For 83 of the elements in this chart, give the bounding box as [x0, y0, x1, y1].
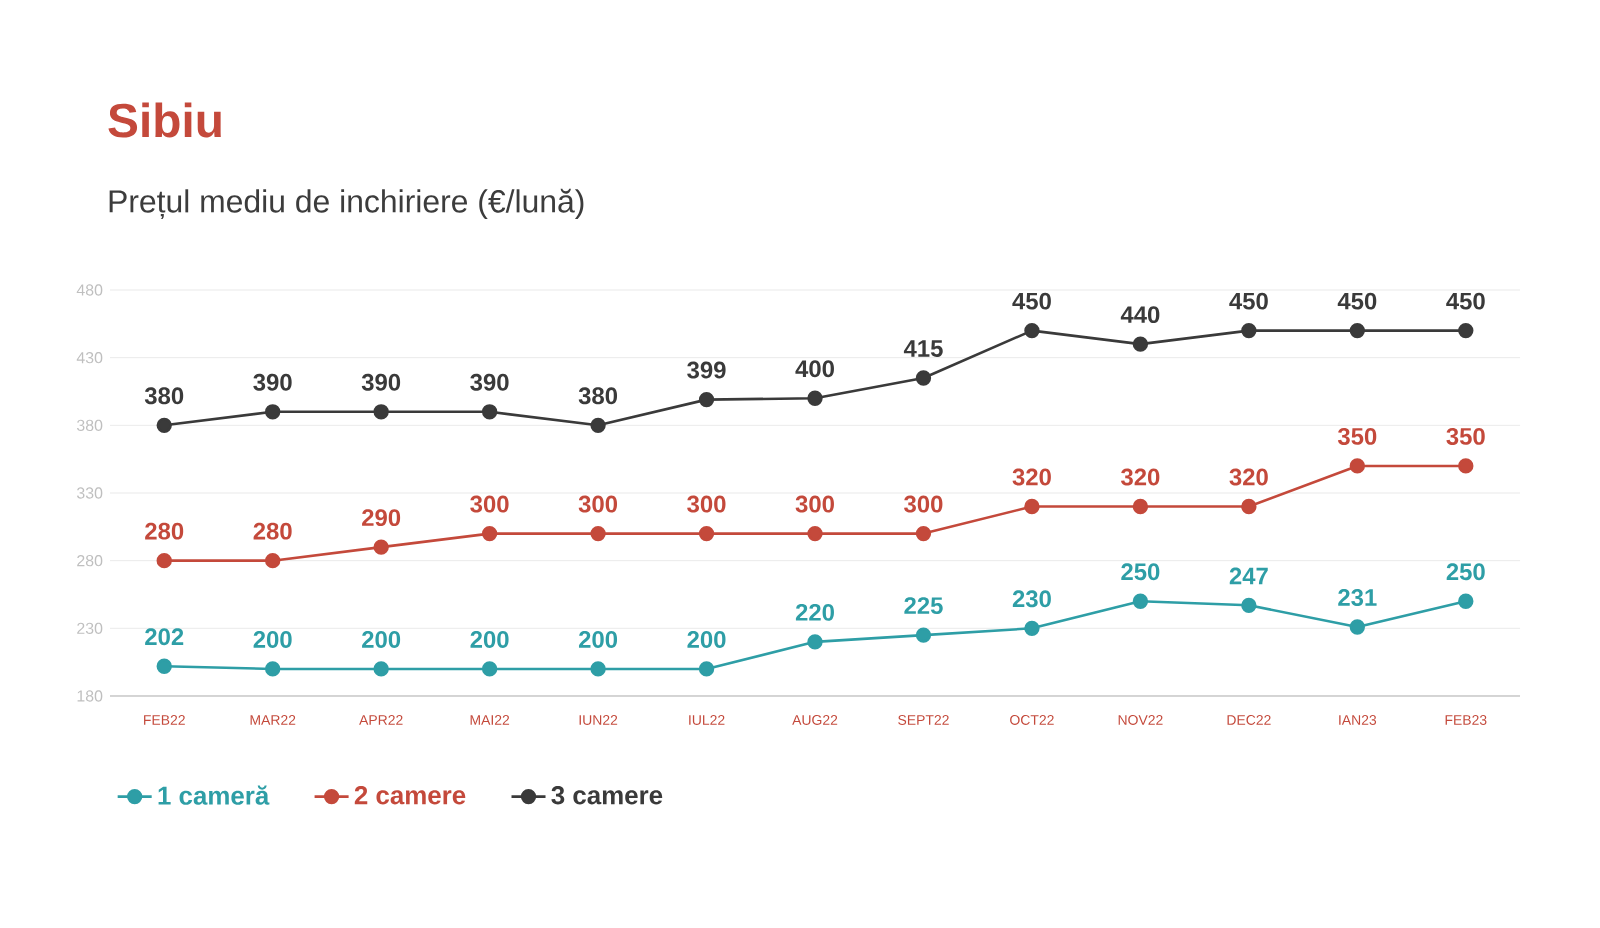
data-label: 250: [1446, 563, 1485, 581]
data-label: 350: [1337, 427, 1377, 445]
data-label: 390: [253, 373, 292, 391]
point: [698, 525, 715, 542]
data-label: 200: [470, 630, 509, 648]
data-label: 320: [1012, 468, 1051, 486]
point: [590, 661, 606, 677]
point: [156, 417, 172, 433]
data-label: 415: [903, 340, 943, 357]
point: [156, 552, 172, 569]
data-label: 380: [578, 387, 618, 405]
data-label: 202: [145, 628, 184, 646]
data-label: 450: [1229, 292, 1268, 310]
point: [915, 370, 932, 386]
data-label: 450: [1012, 292, 1051, 310]
point: [1132, 593, 1149, 609]
point: [1024, 322, 1040, 339]
point: [265, 661, 281, 677]
point: [590, 417, 606, 433]
data-label: 320: [1229, 468, 1268, 486]
data-label: 250: [1121, 563, 1160, 581]
data-label: 300: [795, 495, 834, 513]
data-label: 300: [904, 495, 943, 513]
data-label: 200: [253, 630, 292, 648]
point: [481, 404, 498, 420]
point: [915, 525, 932, 542]
point: [481, 661, 498, 677]
point: [915, 627, 932, 643]
data-label: 399: [687, 361, 726, 379]
data-label: 247: [1229, 567, 1268, 585]
point: [1458, 322, 1474, 339]
point: [265, 404, 281, 420]
point: [1241, 597, 1257, 613]
data-label: 350: [1446, 427, 1485, 445]
data-label: 300: [687, 495, 726, 513]
data-label: 200: [362, 630, 401, 648]
data-label: 280: [253, 522, 292, 540]
data-label: 300: [470, 495, 509, 513]
data-label: 200: [687, 630, 726, 648]
point: [1024, 498, 1040, 515]
point: [373, 404, 389, 420]
point: [1024, 620, 1040, 637]
point: [698, 661, 715, 677]
data-label: 225: [904, 597, 943, 615]
data-label: 300: [578, 495, 618, 513]
point: [590, 525, 606, 542]
legend-label: 3 camere: [551, 786, 663, 805]
data-label: 380: [144, 387, 184, 405]
point: [807, 525, 823, 542]
point: [807, 390, 823, 406]
point: [481, 525, 498, 542]
point: [1349, 322, 1365, 339]
point: [373, 539, 389, 555]
data-label: 390: [361, 373, 401, 391]
data-label: 231: [1338, 588, 1377, 606]
point: [698, 391, 715, 408]
chart-title: Sibiu: [108, 102, 221, 138]
legend-label: 1 cameră: [158, 785, 270, 805]
data-label: 290: [362, 509, 401, 527]
data-label: 400: [795, 360, 834, 378]
point: [1132, 336, 1149, 352]
point: [156, 658, 172, 674]
point: [1349, 619, 1365, 635]
point: [1349, 458, 1365, 474]
data-label: 220: [795, 603, 834, 621]
legend-label: 2 camere: [354, 786, 466, 805]
point: [373, 661, 389, 677]
point: [1458, 593, 1474, 609]
data-label: 390: [470, 373, 509, 391]
data-label: 450: [1446, 292, 1485, 310]
data-label: 230: [1012, 590, 1051, 608]
data-label: 450: [1337, 292, 1377, 310]
point: [265, 552, 281, 569]
point: [1241, 498, 1257, 515]
data-label: 200: [578, 630, 618, 648]
chart-subtitle: Prețul mediu de inchiriere (€/lună): [109, 188, 584, 220]
data-label: 440: [1120, 306, 1160, 324]
data-label: 320: [1121, 468, 1160, 486]
point: [807, 634, 823, 650]
point: [1458, 458, 1474, 474]
point: [1132, 498, 1149, 515]
point: [1241, 322, 1257, 339]
data-label: 280: [145, 522, 184, 540]
